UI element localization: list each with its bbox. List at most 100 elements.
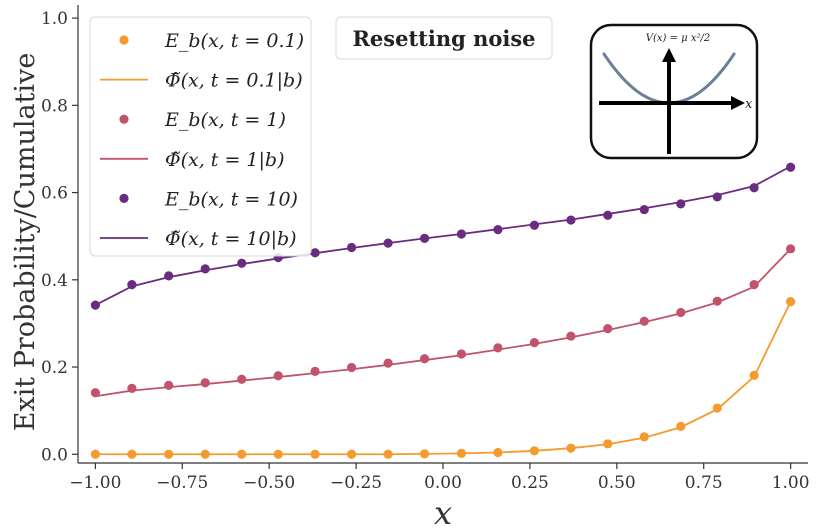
data-point <box>493 343 503 353</box>
legend-frame <box>89 16 312 257</box>
data-point <box>676 307 686 318</box>
data-point <box>127 383 137 394</box>
legend: E_b(x, t = 0.1) Φ̃(x, t = 0.1|b) E_b(x, t … <box>89 16 312 257</box>
series-curve <box>94 165 792 306</box>
legend-entry: Φ̃(x, t = 10|b) <box>100 228 297 250</box>
x-tick-label: −0.50 <box>243 473 295 493</box>
data-point <box>529 338 540 348</box>
x-tick-label: −1.00 <box>69 473 121 493</box>
data-point <box>786 162 796 172</box>
series-2 <box>90 162 796 310</box>
y-tick-label: 0.4 <box>41 271 68 291</box>
data-point <box>346 362 357 373</box>
potential-inset: V(x) = μ x²/2 x <box>589 23 759 160</box>
data-point <box>749 280 759 290</box>
legend-label: E_b(x, t = 1) <box>164 109 286 131</box>
legend-marker <box>119 193 129 203</box>
x-tick-label: 0.00 <box>424 473 462 493</box>
data-point <box>529 446 540 456</box>
x-tick-label: −0.75 <box>156 473 208 493</box>
data-point <box>566 331 576 341</box>
series-0 <box>90 297 796 459</box>
legend-label: E_b(x, t = 0.1) <box>164 30 304 52</box>
y-tick-label: 0.0 <box>41 445 68 465</box>
data-point <box>749 370 759 380</box>
data-point <box>712 403 722 413</box>
data-point <box>383 449 393 459</box>
x-axis-label: x <box>434 494 452 528</box>
data-point <box>456 229 467 239</box>
data-point <box>676 199 686 209</box>
data-point <box>90 388 100 398</box>
series-curve <box>95 248 792 398</box>
data-point <box>164 380 174 390</box>
data-point <box>566 215 576 225</box>
data-point <box>273 449 283 459</box>
y-tick-label: 0.8 <box>41 96 68 116</box>
inset-y-arrow <box>662 48 676 62</box>
legend-marker <box>119 35 129 45</box>
data-point <box>164 449 174 459</box>
data-point <box>310 248 320 258</box>
data-point <box>346 242 357 253</box>
legend-label: E_b(x, t = 10) <box>164 188 298 210</box>
legend-label: Φ̃(x, t = 10|b) <box>165 228 297 250</box>
axes: −1.00 −0.75 −0.50 −0.25 0.00 0.25 0.50 0.75 1.00… <box>10 5 810 528</box>
data-point <box>676 421 686 431</box>
data-point <box>456 448 467 458</box>
legend-entry: E_b(x, t = 10) <box>119 188 298 210</box>
series-curve <box>95 301 792 456</box>
legend-label: Φ̃(x, t = 1|b) <box>165 149 284 171</box>
data-point <box>90 449 100 459</box>
y-tick-label: 1.0 <box>41 9 68 29</box>
legend-entry: E_b(x, t = 0.1) <box>119 30 304 52</box>
x-tick-label: 1.00 <box>772 473 810 493</box>
data-point <box>603 439 613 449</box>
data-point <box>639 432 649 442</box>
data-point <box>749 183 759 193</box>
legend-marker <box>119 114 129 124</box>
data-point <box>200 378 210 388</box>
data-point <box>273 371 283 381</box>
data-point <box>639 204 649 215</box>
data-point <box>237 258 247 268</box>
data-point <box>786 297 796 307</box>
data-point <box>786 244 796 254</box>
data-point <box>200 449 210 459</box>
y-tick-label: 0.6 <box>41 184 68 204</box>
data-point <box>200 264 210 274</box>
data-series <box>90 162 796 459</box>
legend-entry: Φ̃(x, t = 0.1|b) <box>100 70 303 92</box>
data-point <box>127 280 137 290</box>
data-point <box>419 354 430 364</box>
legend-label: Φ̃(x, t = 0.1|b) <box>165 70 303 92</box>
data-point <box>456 349 467 359</box>
data-point <box>310 366 320 376</box>
data-point <box>712 192 722 202</box>
data-point <box>127 449 137 459</box>
title-box: Resetting noise <box>335 16 553 60</box>
data-point <box>529 220 540 230</box>
inset-x-arrow <box>731 96 745 110</box>
data-point <box>383 358 393 368</box>
data-point <box>419 449 430 459</box>
data-point <box>493 225 503 235</box>
data-point <box>419 233 430 243</box>
inset-x-label: x <box>745 97 753 112</box>
data-point <box>566 443 576 453</box>
x-tick-label: 0.25 <box>511 473 549 493</box>
y-tick-label: 0.2 <box>41 358 68 378</box>
data-point <box>603 210 613 220</box>
x-tick-label: −0.25 <box>330 473 382 493</box>
data-point <box>346 449 357 459</box>
legend-entry: Φ̃(x, t = 1|b) <box>100 149 284 171</box>
x-tick-label: 0.50 <box>598 473 636 493</box>
data-point <box>90 300 100 310</box>
data-point <box>164 271 174 281</box>
chart-title: Resetting noise <box>352 26 535 51</box>
data-point <box>310 449 320 459</box>
data-point <box>493 447 503 458</box>
series-1 <box>90 244 796 398</box>
data-point <box>237 449 247 459</box>
